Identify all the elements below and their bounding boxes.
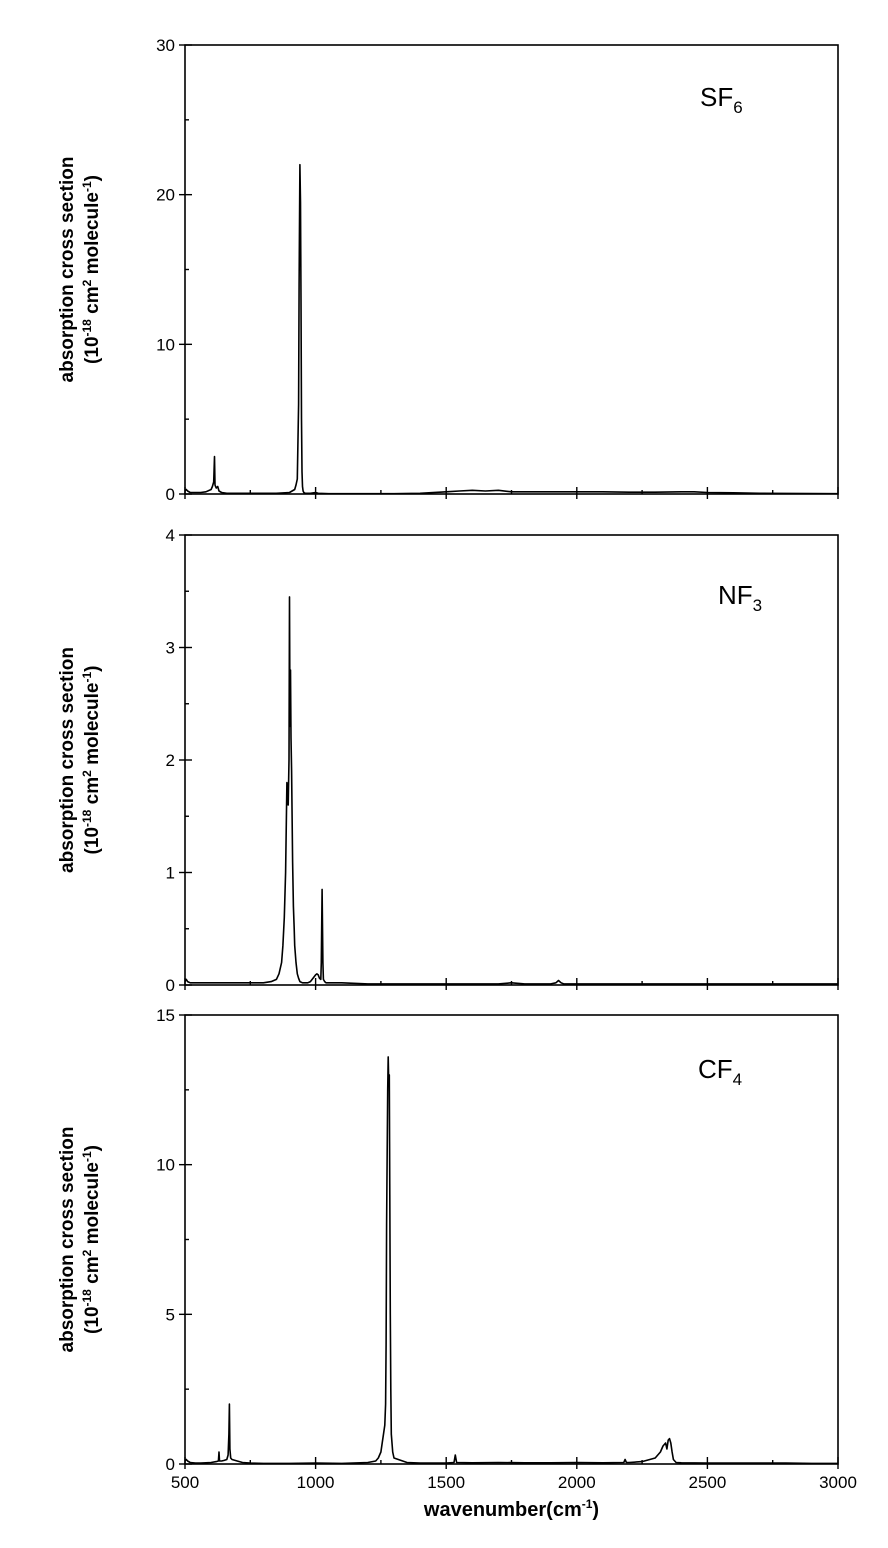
y-axis-label-line2: (10-18 cm2 molecule-1) <box>80 1145 103 1334</box>
x-axis-label: wavenumber(cm-1) <box>423 1497 599 1521</box>
y-tick-label: 20 <box>156 186 175 205</box>
y-tick-label: 2 <box>166 751 175 770</box>
x-tick-label: 2000 <box>558 1473 596 1492</box>
x-tick-label: 500 <box>171 1473 199 1492</box>
panel-top: 0 10 20 30 SF6 absorption cross section (10-18… <box>57 36 839 504</box>
y-tick-label: 5 <box>166 1305 175 1324</box>
y-axis-label-line2: (10-18 cm2 molecule-1) <box>80 666 103 855</box>
y-tick-label: 4 <box>166 526 175 545</box>
x-tick-label: 3000 <box>819 1473 857 1492</box>
y-tick-label: 10 <box>156 1156 175 1175</box>
y-tick-label: 3 <box>166 639 175 658</box>
y-axis-label-line1: absorption cross section <box>57 1127 78 1353</box>
x-tick-label: 1000 <box>297 1473 335 1492</box>
y-tick-label: 0 <box>166 976 175 995</box>
x-tick-label: 1500 <box>427 1473 465 1492</box>
y-axis-label-line1: absorption cross section <box>57 647 78 873</box>
x-tick-label: 2500 <box>688 1473 726 1492</box>
panel-middle: 0 1 2 3 4 NF3 absorption cross section (10-18 c… <box>57 526 839 995</box>
spectrum-line-bottom <box>184 1056 838 1465</box>
y-tick-label: 0 <box>166 485 175 504</box>
y-axis-label-line2: (10-18 cm2 molecule-1) <box>80 175 103 364</box>
y-axis-label-line1: absorption cross section <box>57 157 78 383</box>
y-tick-label: 1 <box>166 864 175 883</box>
spectrum-line-top <box>184 163 839 495</box>
molecule-label: NF3 <box>718 580 762 615</box>
panel-bottom: 0 5 10 15 500 1000 1500 2000 2500 3000 CF4 absorpti… <box>57 1006 857 1521</box>
y-tick-label: 30 <box>156 36 175 55</box>
molecule-label: SF6 <box>700 82 743 117</box>
molecule-label: CF4 <box>698 1054 742 1089</box>
spectrum-line-middle <box>184 596 838 985</box>
y-tick-label: 0 <box>166 1455 175 1474</box>
y-tick-label: 10 <box>156 335 175 354</box>
y-tick-label: 15 <box>156 1006 175 1025</box>
